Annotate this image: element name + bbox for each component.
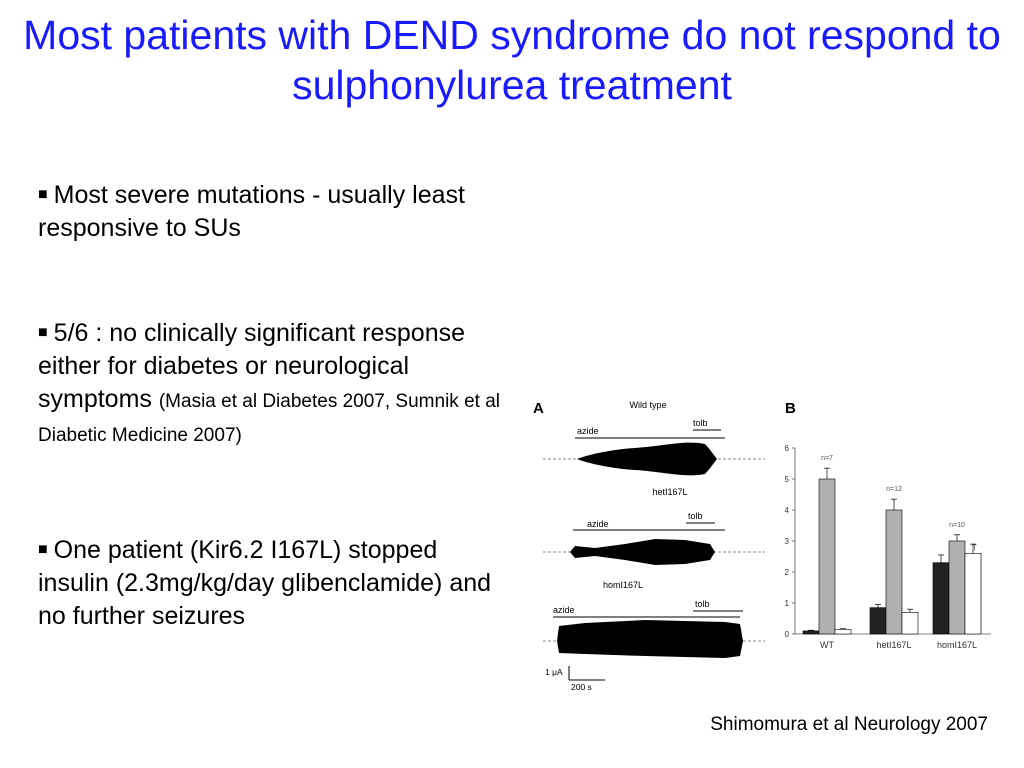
trace-title-wildtype: Wild type [629,400,666,410]
figure-panels: A Wild type azide tolb hetI167L azide to… [533,400,991,692]
y-tick-label: 1 [785,599,790,608]
citation: Shimomura et al Neurology 2007 [710,714,988,735]
bullet-text: 5/6 : no clinically significant response… [38,319,465,413]
panel-b-label: B [785,400,796,417]
bullet-severe-mutations: ■ Most severe mutations - usually least r… [38,178,508,245]
bar [834,629,852,635]
current-trace-wildtype [577,442,717,476]
bar [869,607,887,635]
n-label: n=12 [886,486,902,493]
current-trace-het [570,539,715,565]
n-label: n=10 [949,522,965,529]
extra-mark: T [972,543,977,552]
scale-time-label: 200 s [571,682,592,692]
x-tick-label: homI167L [937,640,977,650]
bullet-text: Most severe mutations - usually least re… [38,181,465,242]
panel-a-label: A [533,400,544,417]
x-tick-label: WT [820,640,834,650]
bar [948,540,966,635]
trace-title-het: hetI167L [652,487,687,497]
y-tick-label: 5 [785,475,790,484]
n-label: n=7 [821,455,833,462]
current-trace-hom [557,620,743,658]
trace-title-hom: homI167L [603,580,643,590]
drug-label-tolb: tolb [695,599,710,609]
bar-chart: 0 1 2 3 4 5 6 WT n=7 hetI167L n=12 homI167L n=10 T [785,444,991,650]
slide-title: Most patients with DEND syndrome do not … [23,12,1001,108]
bullet-marker: ■ [38,186,48,203]
bullet-reference: (Masia et al Diabetes 2007, Sumnik et al… [38,391,500,446]
bullet-marker: ■ [38,541,48,558]
bar [932,562,950,635]
bar [802,630,820,635]
bar [964,553,982,635]
y-tick-label: 4 [785,506,790,515]
drug-label-tolb: tolb [693,418,708,428]
bar [885,509,903,635]
x-tick-label: hetI167L [876,640,911,650]
bar [901,612,919,635]
drug-label-azide: azide [553,605,575,615]
bullet-marker: ■ [38,324,48,341]
y-tick-label: 6 [785,444,790,453]
drug-label-azide: azide [587,519,609,529]
scale-current-label: 1 μA [545,667,563,677]
y-tick-label: 0 [785,630,790,639]
drug-label-azide: azide [577,426,599,436]
y-tick-label: 3 [785,537,790,546]
bar [818,478,836,635]
bullet-no-response: ■ 5/6 : no clinically significant respons… [38,316,508,451]
bullet-text: One patient (Kir6.2 I167L) stopped insul… [38,536,492,630]
y-tick-label: 2 [785,568,790,577]
drug-label-tolb: tolb [688,511,703,521]
bullet-one-patient: ■ One patient (Kir6.2 I167L) stopped insu… [38,533,508,633]
